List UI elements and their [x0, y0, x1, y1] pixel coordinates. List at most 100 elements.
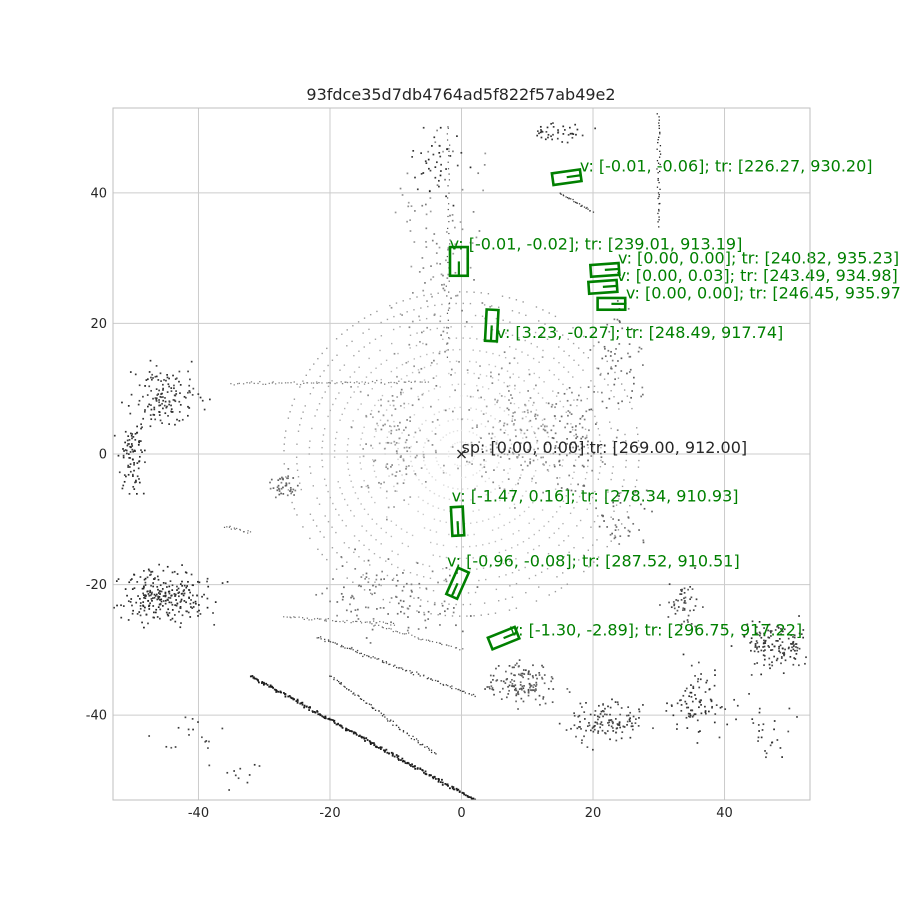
- lidar-point: [493, 693, 495, 696]
- lidar-point: [474, 487, 476, 490]
- lidar-point: [521, 672, 524, 675]
- lidar-point: [450, 368, 453, 371]
- lidar-point: [485, 446, 487, 448]
- lidar-point: [428, 565, 431, 567]
- lidar-point: [583, 711, 586, 713]
- lidar-point: [385, 442, 387, 444]
- lidar-point: [170, 390, 173, 392]
- lidar-point: [494, 418, 496, 420]
- lidar-point: [447, 450, 450, 453]
- lidar-point: [685, 702, 688, 705]
- lidar-point: [614, 529, 617, 531]
- lidar-point: [694, 675, 696, 677]
- lidar-point: [285, 476, 287, 478]
- lidar-point: [511, 448, 513, 450]
- lidar-point: [140, 427, 142, 430]
- lidar-point: [171, 617, 174, 620]
- lidar-point: [325, 618, 327, 620]
- lidar-point: [771, 664, 774, 667]
- lidar-point: [601, 400, 604, 403]
- lidar-point: [541, 676, 543, 679]
- lidar-point: [467, 592, 470, 594]
- lidar-point: [403, 479, 406, 481]
- lidar-point: [521, 674, 523, 677]
- lidar-point: [756, 647, 758, 650]
- lidar-point: [606, 323, 609, 326]
- lidar-point: [733, 698, 736, 701]
- lidar-point: [126, 439, 129, 442]
- lidar-point: [416, 562, 419, 564]
- lidar-point: [757, 650, 760, 653]
- lidar-point: [272, 686, 274, 689]
- vehicle-box-label: v: [-1.47, 0.16]; tr: [278.34, 910.93]: [452, 487, 739, 506]
- lidar-point: [642, 704, 644, 706]
- lidar-point: [415, 441, 418, 443]
- lidar-point: [453, 592, 456, 594]
- lidar-point: [385, 531, 387, 534]
- lidar-point: [491, 432, 494, 435]
- lidar-point: [658, 226, 660, 228]
- lidar-point: [136, 425, 138, 428]
- lidar-point: [151, 570, 154, 573]
- lidar-point: [398, 380, 400, 382]
- lidar-point: [312, 382, 315, 384]
- lidar-point: [186, 585, 188, 587]
- lidar-point: [532, 401, 535, 404]
- lidar-point: [351, 730, 353, 733]
- lidar-point: [403, 429, 405, 432]
- lidar-point: [153, 406, 156, 409]
- lidar-point: [182, 590, 185, 592]
- lidar-point: [503, 351, 506, 354]
- lidar-point: [556, 477, 559, 479]
- lidar-point: [514, 411, 516, 414]
- lidar-point: [393, 506, 395, 508]
- lidar-point: [668, 601, 670, 604]
- lidar-point: [753, 663, 756, 665]
- lidar-point: [317, 637, 320, 639]
- lidar-point: [511, 334, 514, 337]
- lidar-point: [155, 397, 158, 400]
- lidar-point: [542, 696, 545, 698]
- lidar-point: [181, 584, 183, 587]
- lidar-point: [449, 144, 451, 146]
- lidar-point: [591, 409, 594, 412]
- lidar-point: [488, 686, 490, 688]
- lidar-point: [447, 273, 450, 276]
- lidar-point: [149, 574, 151, 576]
- lidar-point: [164, 595, 167, 598]
- lidar-point: [549, 499, 551, 501]
- lidar-point: [403, 446, 406, 449]
- lidar-point: [682, 607, 685, 610]
- lidar-point: [341, 333, 343, 335]
- lidar-point: [160, 396, 163, 399]
- lidar-point: [581, 435, 584, 438]
- lidar-point: [670, 606, 673, 609]
- lidar-point: [236, 527, 238, 530]
- lidar-point: [472, 797, 475, 800]
- vehicle-box-label: v: [0.00, 0.03]; tr: [243.49, 934.98]: [617, 266, 898, 285]
- lidar-point: [422, 513, 425, 516]
- lidar-point: [136, 492, 138, 495]
- lidar-point: [126, 594, 128, 597]
- lidar-point: [413, 365, 416, 368]
- lidar-point: [557, 392, 560, 394]
- lidar-point: [204, 740, 207, 743]
- lidar-point: [252, 676, 255, 679]
- lidar-point: [629, 711, 632, 714]
- lidar-point: [374, 382, 376, 384]
- lidar-point: [431, 444, 434, 446]
- lidar-point: [390, 306, 393, 309]
- lidar-point: [446, 277, 449, 279]
- lidar-point: [750, 637, 753, 640]
- lidar-point: [358, 366, 360, 368]
- lidar-point: [433, 359, 435, 362]
- lidar-point: [459, 221, 462, 223]
- lidar-point: [552, 437, 555, 440]
- lidar-point: [600, 459, 602, 462]
- lidar-point: [371, 707, 374, 710]
- lidar-point: [390, 432, 392, 435]
- lidar-point: [177, 587, 180, 590]
- lidar-point: [514, 384, 516, 387]
- lidar-point: [329, 409, 332, 412]
